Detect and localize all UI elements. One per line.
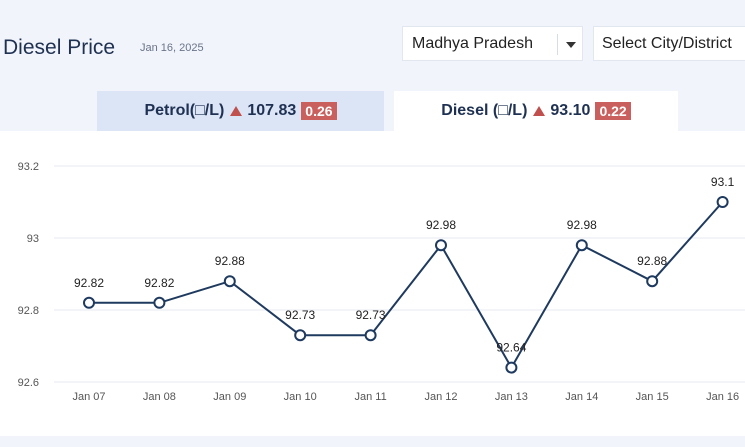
data-point (716, 196, 729, 208)
data-point (505, 361, 518, 374)
x-tick-label: Jan 10 (284, 391, 317, 403)
diesel-change-badge: 0.22 (595, 102, 631, 120)
x-tick-label: Jan 13 (495, 391, 528, 403)
diesel-tab-label: Diesel (□/L) (441, 102, 528, 119)
data-label: 92.98 (426, 218, 456, 232)
x-tick-label: Jan 08 (143, 391, 176, 403)
x-tick-label: Jan 12 (424, 391, 457, 403)
header: Diesel Price Jan 16, 2025 Madhya Pradesh… (0, 0, 745, 92)
chevron-down-icon[interactable] (566, 42, 576, 48)
tab-diesel[interactable]: Diesel (□/L) 93.10 0.22 (394, 91, 678, 131)
y-tick-label: 93 (27, 233, 39, 245)
data-label: 92.98 (567, 218, 597, 232)
state-select-value: Madhya Pradesh (412, 34, 533, 52)
x-tick-label: Jan 11 (354, 391, 386, 403)
series-line (89, 201, 724, 370)
data-point (435, 239, 447, 252)
x-tick-label: Jan 09 (213, 391, 246, 403)
data-label: 92.82 (74, 276, 104, 290)
data-label: 92.88 (215, 254, 245, 268)
data-point (153, 296, 166, 309)
data-point (364, 329, 377, 342)
select-divider (557, 34, 558, 55)
triangle-up-icon (230, 106, 243, 116)
data-point (83, 296, 95, 309)
y-tick-label: 92.6 (18, 377, 39, 389)
x-tick-label: Jan 16 (706, 391, 739, 403)
petrol-change-badge: 0.26 (301, 102, 337, 120)
y-tick-label: 92.8 (18, 305, 39, 317)
price-date: Jan 16, 2025 (140, 42, 204, 54)
price-line-chart: 92.6 92.8 93 93.2 Jan 07 Jan 08 Jan 09 Jan 10 Ja… (18, 161, 745, 403)
tab-petrol[interactable]: Petrol(□/L) 107.83 0.26 (97, 91, 384, 131)
data-label: 92.64 (496, 341, 526, 355)
chart-panel: 92.6 92.8 93 93.2 Jan 07 Jan 08 Jan 09 Jan 10 Ja… (0, 131, 745, 436)
x-tick-label: Jan 07 (72, 391, 105, 403)
page-title: Diesel Price (3, 36, 116, 59)
state-select[interactable]: Madhya Pradesh (402, 26, 583, 61)
y-tick-label: 93.2 (18, 161, 39, 173)
data-point (223, 275, 236, 288)
petrol-price: 107.83 (247, 102, 297, 119)
data-label: 92.82 (144, 276, 174, 290)
data-point (646, 275, 659, 288)
data-point (294, 329, 307, 342)
data-label: 93.1 (711, 175, 735, 189)
diesel-price: 93.10 (550, 102, 591, 119)
x-tick-label: Jan 14 (565, 391, 598, 403)
data-label: 92.88 (637, 254, 667, 268)
x-tick-label: Jan 15 (636, 391, 669, 403)
petrol-tab-label: Petrol(□/L) (144, 102, 225, 119)
city-select-value: Select City/District (602, 34, 732, 52)
city-select[interactable]: Select City/District (593, 26, 745, 61)
data-label: 92.73 (285, 308, 315, 322)
data-point (575, 239, 588, 252)
triangle-up-icon (533, 106, 546, 116)
data-label: 92.73 (356, 308, 386, 322)
